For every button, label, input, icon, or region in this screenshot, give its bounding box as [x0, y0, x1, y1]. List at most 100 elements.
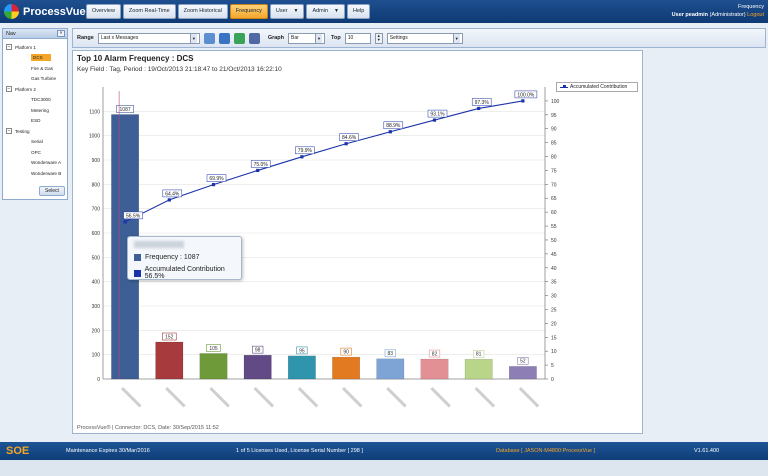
contribution-label-box — [206, 174, 227, 182]
range-select[interactable]: Last x Messages ▼ — [97, 32, 200, 44]
tree-leaf[interactable]: DCS — [3, 53, 67, 64]
soe-label: SOE — [6, 445, 30, 457]
graph-value: Bar — [291, 34, 299, 41]
collapse-icon[interactable]: « — [57, 30, 65, 37]
menu-item-user[interactable]: User ▼ — [269, 4, 305, 19]
y-right-tick-label: 5 — [551, 363, 554, 369]
y-right-tick-label: 50 — [551, 238, 557, 244]
nav-header: Nav « — [3, 29, 67, 39]
contribution-point — [300, 155, 304, 159]
top-value: 10 — [347, 34, 354, 41]
y-left-tick-label: 0 — [97, 377, 100, 383]
tree-label: Wonderware B — [31, 170, 62, 176]
database-info: Database [ JASON-M4800:ProcessVue ] — [496, 448, 596, 454]
range-value: Last x Messages — [100, 34, 139, 41]
tree-label: TDC3000 — [31, 97, 51, 103]
menu-item-help[interactable]: Help — [347, 4, 371, 19]
chart-subtitle: Key Field : Tag, Period : 19/Oct/2013 21… — [77, 66, 282, 73]
contribution-point — [477, 106, 481, 111]
tree-group[interactable]: − Testing — [3, 126, 67, 137]
contribution-label: 100.0% — [517, 92, 535, 98]
y-left-tick-label: 600 — [92, 231, 101, 237]
tree-leaf[interactable]: ESD — [3, 116, 67, 127]
bar-value-label: 81 — [476, 352, 482, 358]
y-left-tick-label: 500 — [92, 255, 101, 261]
save-icon[interactable] — [248, 32, 260, 44]
bar-value-label: 95 — [299, 348, 305, 354]
tree-leaf[interactable]: Fire & Gas — [3, 63, 67, 74]
y-right-tick-label: 0 — [551, 377, 554, 383]
menu-item-admin[interactable]: Admin ▼ — [306, 4, 345, 19]
contribution-label-box — [295, 146, 315, 155]
menu-item-label: User — [275, 8, 288, 14]
undo-icon[interactable] — [218, 32, 230, 44]
menu-item-zoom-real-time[interactable]: Zoom Real-Time — [122, 4, 176, 19]
tree-leaf[interactable]: TDC3000 — [3, 95, 67, 106]
bar-value-box — [162, 332, 177, 341]
tree-group[interactable]: − Platform 2 — [3, 84, 67, 95]
y-right-tick-label: 25 — [551, 307, 557, 313]
toolbar: Range Last x Messages ▼ Graph Bar ▼ Top … — [72, 28, 766, 48]
settings-select[interactable]: Settings ▼ — [386, 32, 463, 44]
nav-title: Nav — [6, 31, 16, 37]
menu-item-overview[interactable]: Overview — [86, 4, 121, 19]
category-label-redacted — [430, 387, 451, 408]
select-button[interactable]: Select — [39, 186, 65, 196]
contribution-label: 69.9% — [209, 176, 224, 182]
contribution-label: 79.9% — [298, 148, 313, 154]
contribution-label: 56.5% — [126, 213, 141, 219]
contribution-point — [256, 168, 260, 173]
app-logo[interactable]: ProcessVue — [4, 4, 86, 19]
bar — [332, 356, 361, 380]
category-label-redacted — [474, 387, 496, 408]
user-role: (Administrator) — [709, 12, 746, 18]
y-right-tick-label: 75 — [551, 168, 557, 174]
user-info: Frequency User peadmin (Administrator) L… — [672, 3, 764, 19]
menu-item-label: Frequency — [235, 8, 262, 14]
tree-leaf[interactable]: Wonderware B — [3, 168, 67, 179]
bar — [199, 353, 228, 380]
tree-group[interactable]: − Platform 1 — [3, 42, 67, 53]
y-left-tick-label: 1000 — [89, 134, 100, 140]
contribution-label-box — [162, 189, 183, 198]
y-right-tick-label: 10 — [551, 349, 557, 355]
chart-icon[interactable] — [203, 32, 215, 44]
tree-leaf[interactable]: Metering — [3, 105, 67, 116]
y-right-tick-label: 65 — [551, 196, 557, 202]
menu-item-zoom-historical[interactable]: Zoom Historical — [177, 4, 228, 19]
logout-link[interactable]: Logout — [747, 12, 764, 18]
menu-item-frequency[interactable]: Frequency — [229, 4, 268, 19]
license-info: 1 of 5 Licenses Used, License Serial Num… — [236, 448, 363, 454]
tree-leaf[interactable]: Wonderware A — [3, 158, 67, 169]
y-right-tick-label: 90 — [551, 127, 557, 133]
contribution-label: 84.6% — [342, 135, 357, 141]
graph-select[interactable]: Bar ▼ — [288, 32, 326, 44]
y-left-tick-label: 400 — [92, 280, 101, 286]
y-left-tick-label: 200 — [92, 328, 101, 334]
chevron-down-icon: ▼ — [334, 8, 339, 14]
tooltip-contribution-row: Accumulated Contribution 56.5% — [134, 266, 241, 280]
tree-leaf[interactable]: OPC — [3, 147, 67, 158]
contribution-point — [344, 142, 348, 146]
y-right-tick-label: 30 — [551, 294, 557, 300]
tree-leaf[interactable]: Serial — [3, 137, 67, 148]
top-spinner[interactable]: ▲ ▼ — [374, 32, 383, 44]
collapse-toggle-icon[interactable]: − — [6, 128, 12, 135]
category-label-redacted — [120, 386, 142, 408]
export-icon[interactable] — [233, 32, 245, 44]
tree-label: Fire & Gas — [31, 65, 53, 71]
bar — [287, 355, 316, 380]
bar — [420, 358, 449, 380]
nav-panel: Nav « − Platform 1 DCS Fire & Gas Gas Turbin… — [2, 28, 68, 200]
top-input[interactable]: 10 — [344, 32, 371, 44]
contribution-label-box — [427, 109, 448, 118]
chevron-down-icon: ▼ — [293, 8, 299, 14]
collapse-toggle-icon[interactable]: − — [6, 44, 12, 51]
collapse-toggle-icon[interactable]: − — [6, 86, 12, 93]
top-header: ProcessVue Overview Zoom Real-Time Zoom Hi… — [0, 0, 768, 23]
bar-value-box — [384, 349, 396, 358]
tree-leaf[interactable]: Gas Turbine — [3, 74, 67, 85]
tooltip-frequency-row: Frequency : 1087 — [134, 254, 199, 261]
y-left-tick-label: 800 — [92, 182, 101, 188]
menu-item-label: Help — [353, 8, 365, 14]
